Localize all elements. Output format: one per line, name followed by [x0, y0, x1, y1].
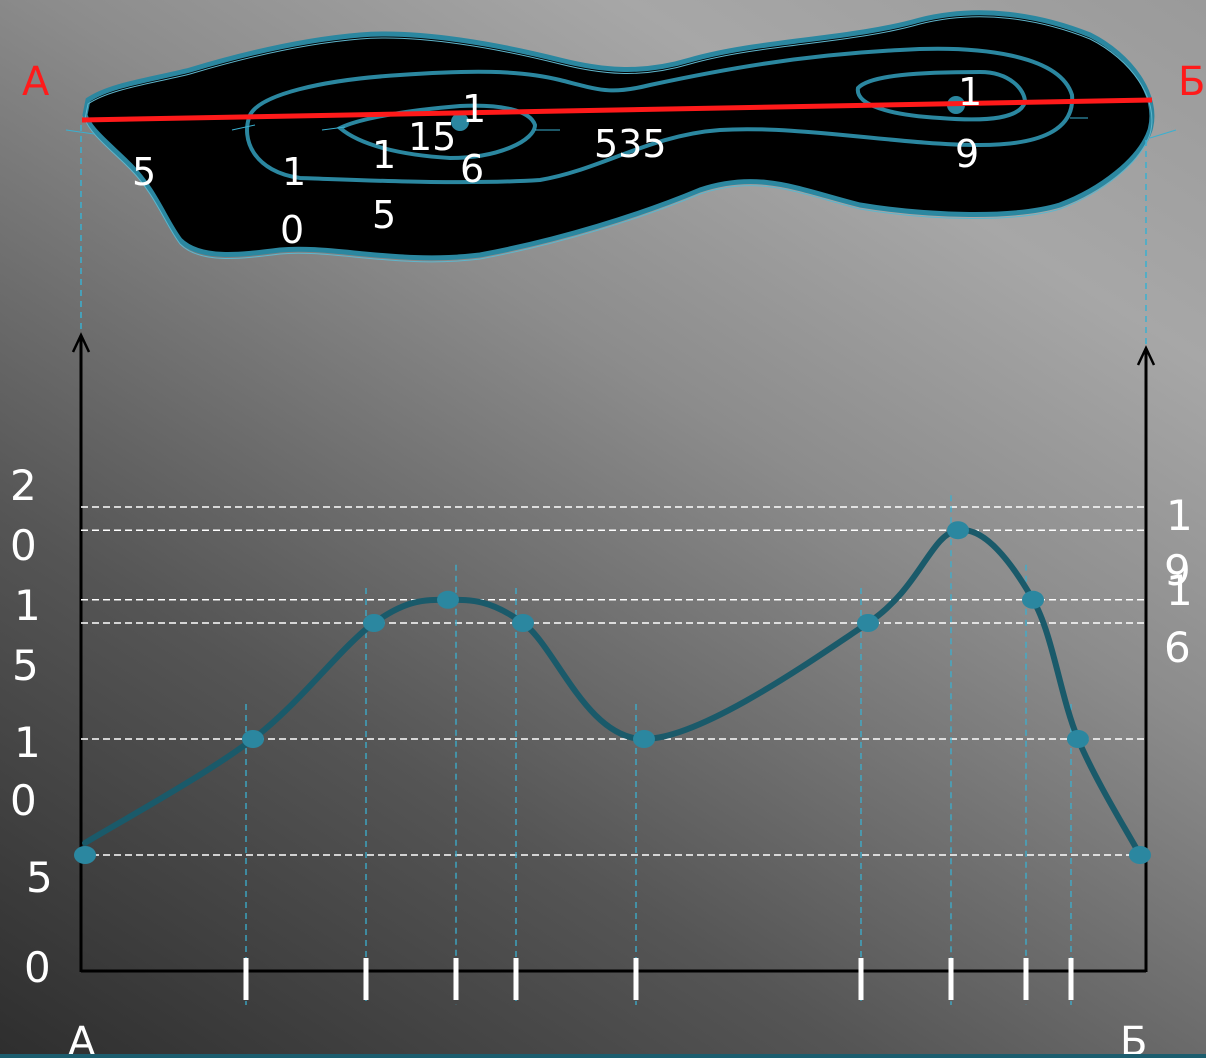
map-point-a-label: А — [22, 59, 50, 105]
contour-label-15-b: 5 — [372, 193, 396, 237]
profile-points — [74, 521, 1151, 864]
bottom-accent-bar — [0, 1054, 1206, 1058]
x-label-a: А — [68, 1019, 96, 1058]
right-label-19-a: 1 — [1166, 491, 1193, 540]
contour-label-10-a: 1 — [282, 150, 306, 194]
profile-point — [947, 521, 969, 540]
profile-point — [1067, 730, 1089, 748]
profile-point — [363, 614, 385, 632]
right-label-19-b: 9 — [1164, 546, 1191, 595]
contour-label-5: 5 — [132, 150, 156, 194]
y-tick-label-5: 5 — [26, 853, 53, 902]
y-tick-label-15-b: 5 — [12, 641, 39, 690]
profile-point — [74, 846, 96, 864]
y-tick-label-10-a: 1 — [14, 718, 41, 767]
profile-point — [1129, 846, 1151, 864]
profile-point — [1022, 590, 1044, 609]
contour-label-15-inline: 15 — [408, 115, 456, 159]
profile-chart — [71, 332, 1156, 1005]
contour-label-10-b: 0 — [280, 208, 304, 252]
x-ticks — [243, 958, 1074, 1000]
y-tick-label-20-b: 0 — [10, 521, 37, 570]
summit-16-label-a: 1 — [462, 87, 486, 131]
y-tick-label-10-b: 0 — [10, 776, 37, 825]
summit-19-label-a: 1 — [958, 70, 982, 114]
summit-16-label-b: 6 — [460, 147, 484, 191]
profile-curve — [82, 527, 1143, 858]
y-tick-label-15-a: 1 — [14, 581, 41, 630]
profile-point — [512, 614, 534, 632]
section-line-a-b — [81, 97, 1153, 123]
summit-16-marker — [451, 113, 469, 131]
map-point-b-label: Б — [1178, 59, 1205, 105]
contour-map — [65, 10, 1177, 263]
contour-label-15-a: 1 — [372, 133, 396, 177]
profile-point — [242, 730, 264, 748]
profile-point — [857, 614, 879, 632]
y-tick-label-0: 0 — [24, 943, 51, 992]
reference-levels — [81, 506, 1146, 856]
contour-outer — [82, 10, 1155, 261]
profile-point — [633, 730, 655, 748]
x-label-b: Б — [1120, 1019, 1147, 1058]
summit-19-label-b: 9 — [955, 132, 979, 176]
vertical-guides — [245, 495, 1072, 1005]
right-label-16-a: 1 — [1166, 566, 1193, 615]
right-label-16-b: 6 — [1164, 623, 1191, 672]
y-tick-label-20-a: 2 — [10, 461, 37, 510]
profile-point — [437, 590, 459, 609]
contour-label-partial: 535 — [594, 122, 667, 166]
